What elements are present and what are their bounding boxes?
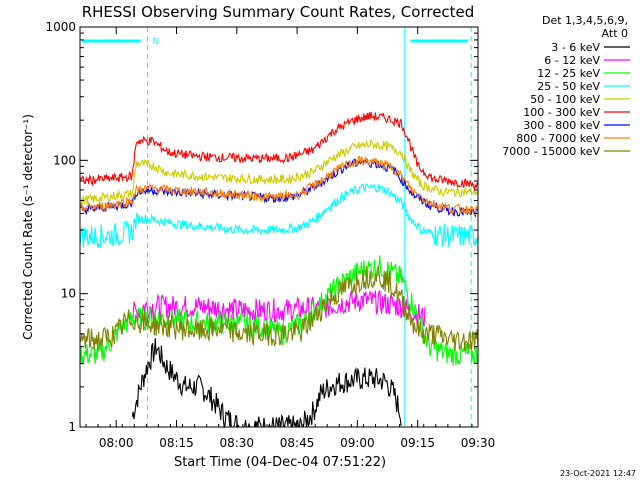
x-tick-label: 08:15 [159,436,194,450]
x-tick-label: 08:45 [280,436,315,450]
legend-label: 7000 - 15000 keV [502,145,600,158]
legend-label: 800 - 7000 keV [516,132,600,145]
legend-label: 50 - 100 keV [530,93,600,106]
y-tick-label: 10 [61,287,76,301]
x-tick-label: 09:15 [400,436,435,450]
series-line-7 [79,155,479,216]
chart-title: RHESSI Observing Summary Count Rates, Co… [82,3,475,21]
plot-frame [79,26,479,428]
series-line-5 [79,111,479,190]
legend-label: 100 - 300 keV [523,106,600,119]
legend-header-line-1: Det 1,3,4,5,6,9, [542,14,628,27]
y-tick-label: 1000 [45,20,76,34]
x-tick-label: 08:00 [99,436,134,450]
legend-label: 300 - 800 keV [523,119,600,132]
series-line-4 [79,138,479,205]
legend-label: 25 - 50 keV [537,80,600,93]
series-line-3 [79,183,479,249]
series-line-1 [132,290,426,327]
series-line-8 [79,265,479,352]
timestamp: 23-Oct-2021 12:47 [560,469,636,478]
legend-label: 6 - 12 keV [544,54,600,67]
series-layer [79,111,479,430]
y-tick-label: 1 [68,420,76,434]
legend-label: 3 - 6 keV [551,41,600,54]
legend-header-line-2: Att 0 [602,27,628,40]
x-tick-label: 09:00 [340,436,375,450]
series-line-2 [79,255,479,367]
x-axis-label: Start Time (04-Dec-04 07:51:22) [174,455,386,470]
n-annotation: N [153,37,160,47]
series-line-0 [131,338,402,430]
axis-tick-layer: 08:00 08:15 08:30 08:45 09:00 09:15 09:30 1 10 10… [45,20,495,450]
y-tick-label: 100 [53,153,76,167]
x-tick-label: 09:30 [461,436,496,450]
y-axis-label: Corrected Count Rate (s⁻¹ detector⁻¹) [21,114,35,340]
x-tick-label: 08:30 [219,436,254,450]
legend-label: 12 - 25 keV [537,67,600,80]
